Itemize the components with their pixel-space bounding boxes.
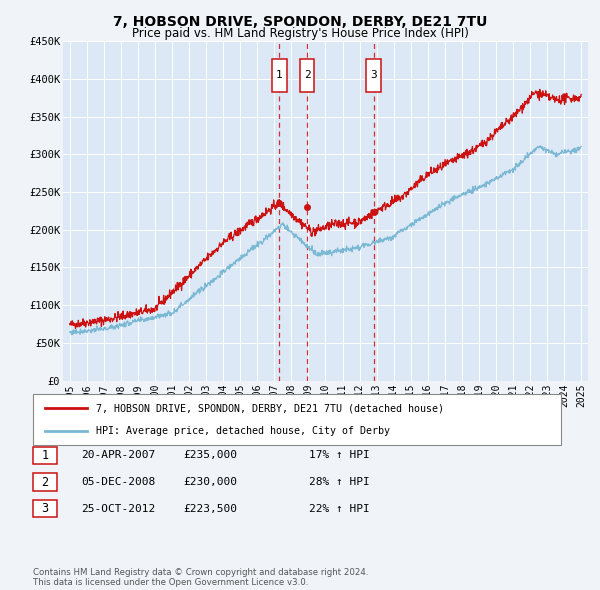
Text: 28% ↑ HPI: 28% ↑ HPI bbox=[309, 477, 370, 487]
Text: 7, HOBSON DRIVE, SPONDON, DERBY, DE21 7TU: 7, HOBSON DRIVE, SPONDON, DERBY, DE21 7T… bbox=[113, 15, 487, 29]
Text: Contains HM Land Registry data © Crown copyright and database right 2024.
This d: Contains HM Land Registry data © Crown c… bbox=[33, 568, 368, 587]
FancyBboxPatch shape bbox=[272, 58, 287, 92]
Text: 20-APR-2007: 20-APR-2007 bbox=[81, 451, 155, 460]
Text: £230,000: £230,000 bbox=[183, 477, 237, 487]
Text: 17% ↑ HPI: 17% ↑ HPI bbox=[309, 451, 370, 460]
Text: HPI: Average price, detached house, City of Derby: HPI: Average price, detached house, City… bbox=[96, 426, 390, 436]
Text: 2: 2 bbox=[41, 476, 49, 489]
Text: 25-OCT-2012: 25-OCT-2012 bbox=[81, 504, 155, 513]
Text: £235,000: £235,000 bbox=[183, 451, 237, 460]
Text: 05-DEC-2008: 05-DEC-2008 bbox=[81, 477, 155, 487]
FancyBboxPatch shape bbox=[367, 58, 381, 92]
Text: 3: 3 bbox=[370, 70, 377, 80]
Text: Price paid vs. HM Land Registry's House Price Index (HPI): Price paid vs. HM Land Registry's House … bbox=[131, 27, 469, 40]
Text: £223,500: £223,500 bbox=[183, 504, 237, 513]
Text: 1: 1 bbox=[276, 70, 283, 80]
Text: 1: 1 bbox=[41, 449, 49, 462]
Text: 2: 2 bbox=[304, 70, 310, 80]
Text: 22% ↑ HPI: 22% ↑ HPI bbox=[309, 504, 370, 513]
Text: 3: 3 bbox=[41, 502, 49, 515]
FancyBboxPatch shape bbox=[300, 58, 314, 92]
Text: 7, HOBSON DRIVE, SPONDON, DERBY, DE21 7TU (detached house): 7, HOBSON DRIVE, SPONDON, DERBY, DE21 7T… bbox=[96, 403, 444, 413]
